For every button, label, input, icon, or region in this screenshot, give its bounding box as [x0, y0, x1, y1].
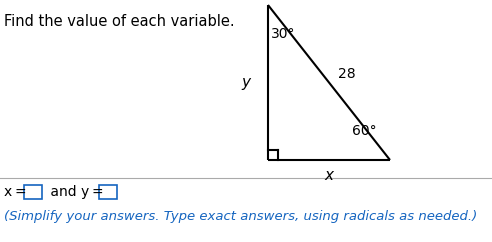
Bar — [99, 185, 117, 199]
Text: y: y — [242, 75, 250, 90]
Text: 60°: 60° — [352, 124, 376, 138]
Text: (Simplify your answers. Type exact answers, using radicals as needed.): (Simplify your answers. Type exact answe… — [4, 210, 477, 223]
Text: and y =: and y = — [46, 185, 104, 199]
Text: 28: 28 — [338, 68, 356, 82]
Text: Find the value of each variable.: Find the value of each variable. — [4, 14, 235, 29]
Text: x: x — [325, 168, 334, 183]
Bar — [24, 185, 42, 199]
Text: x =: x = — [4, 185, 27, 199]
Text: 30°: 30° — [271, 27, 296, 41]
